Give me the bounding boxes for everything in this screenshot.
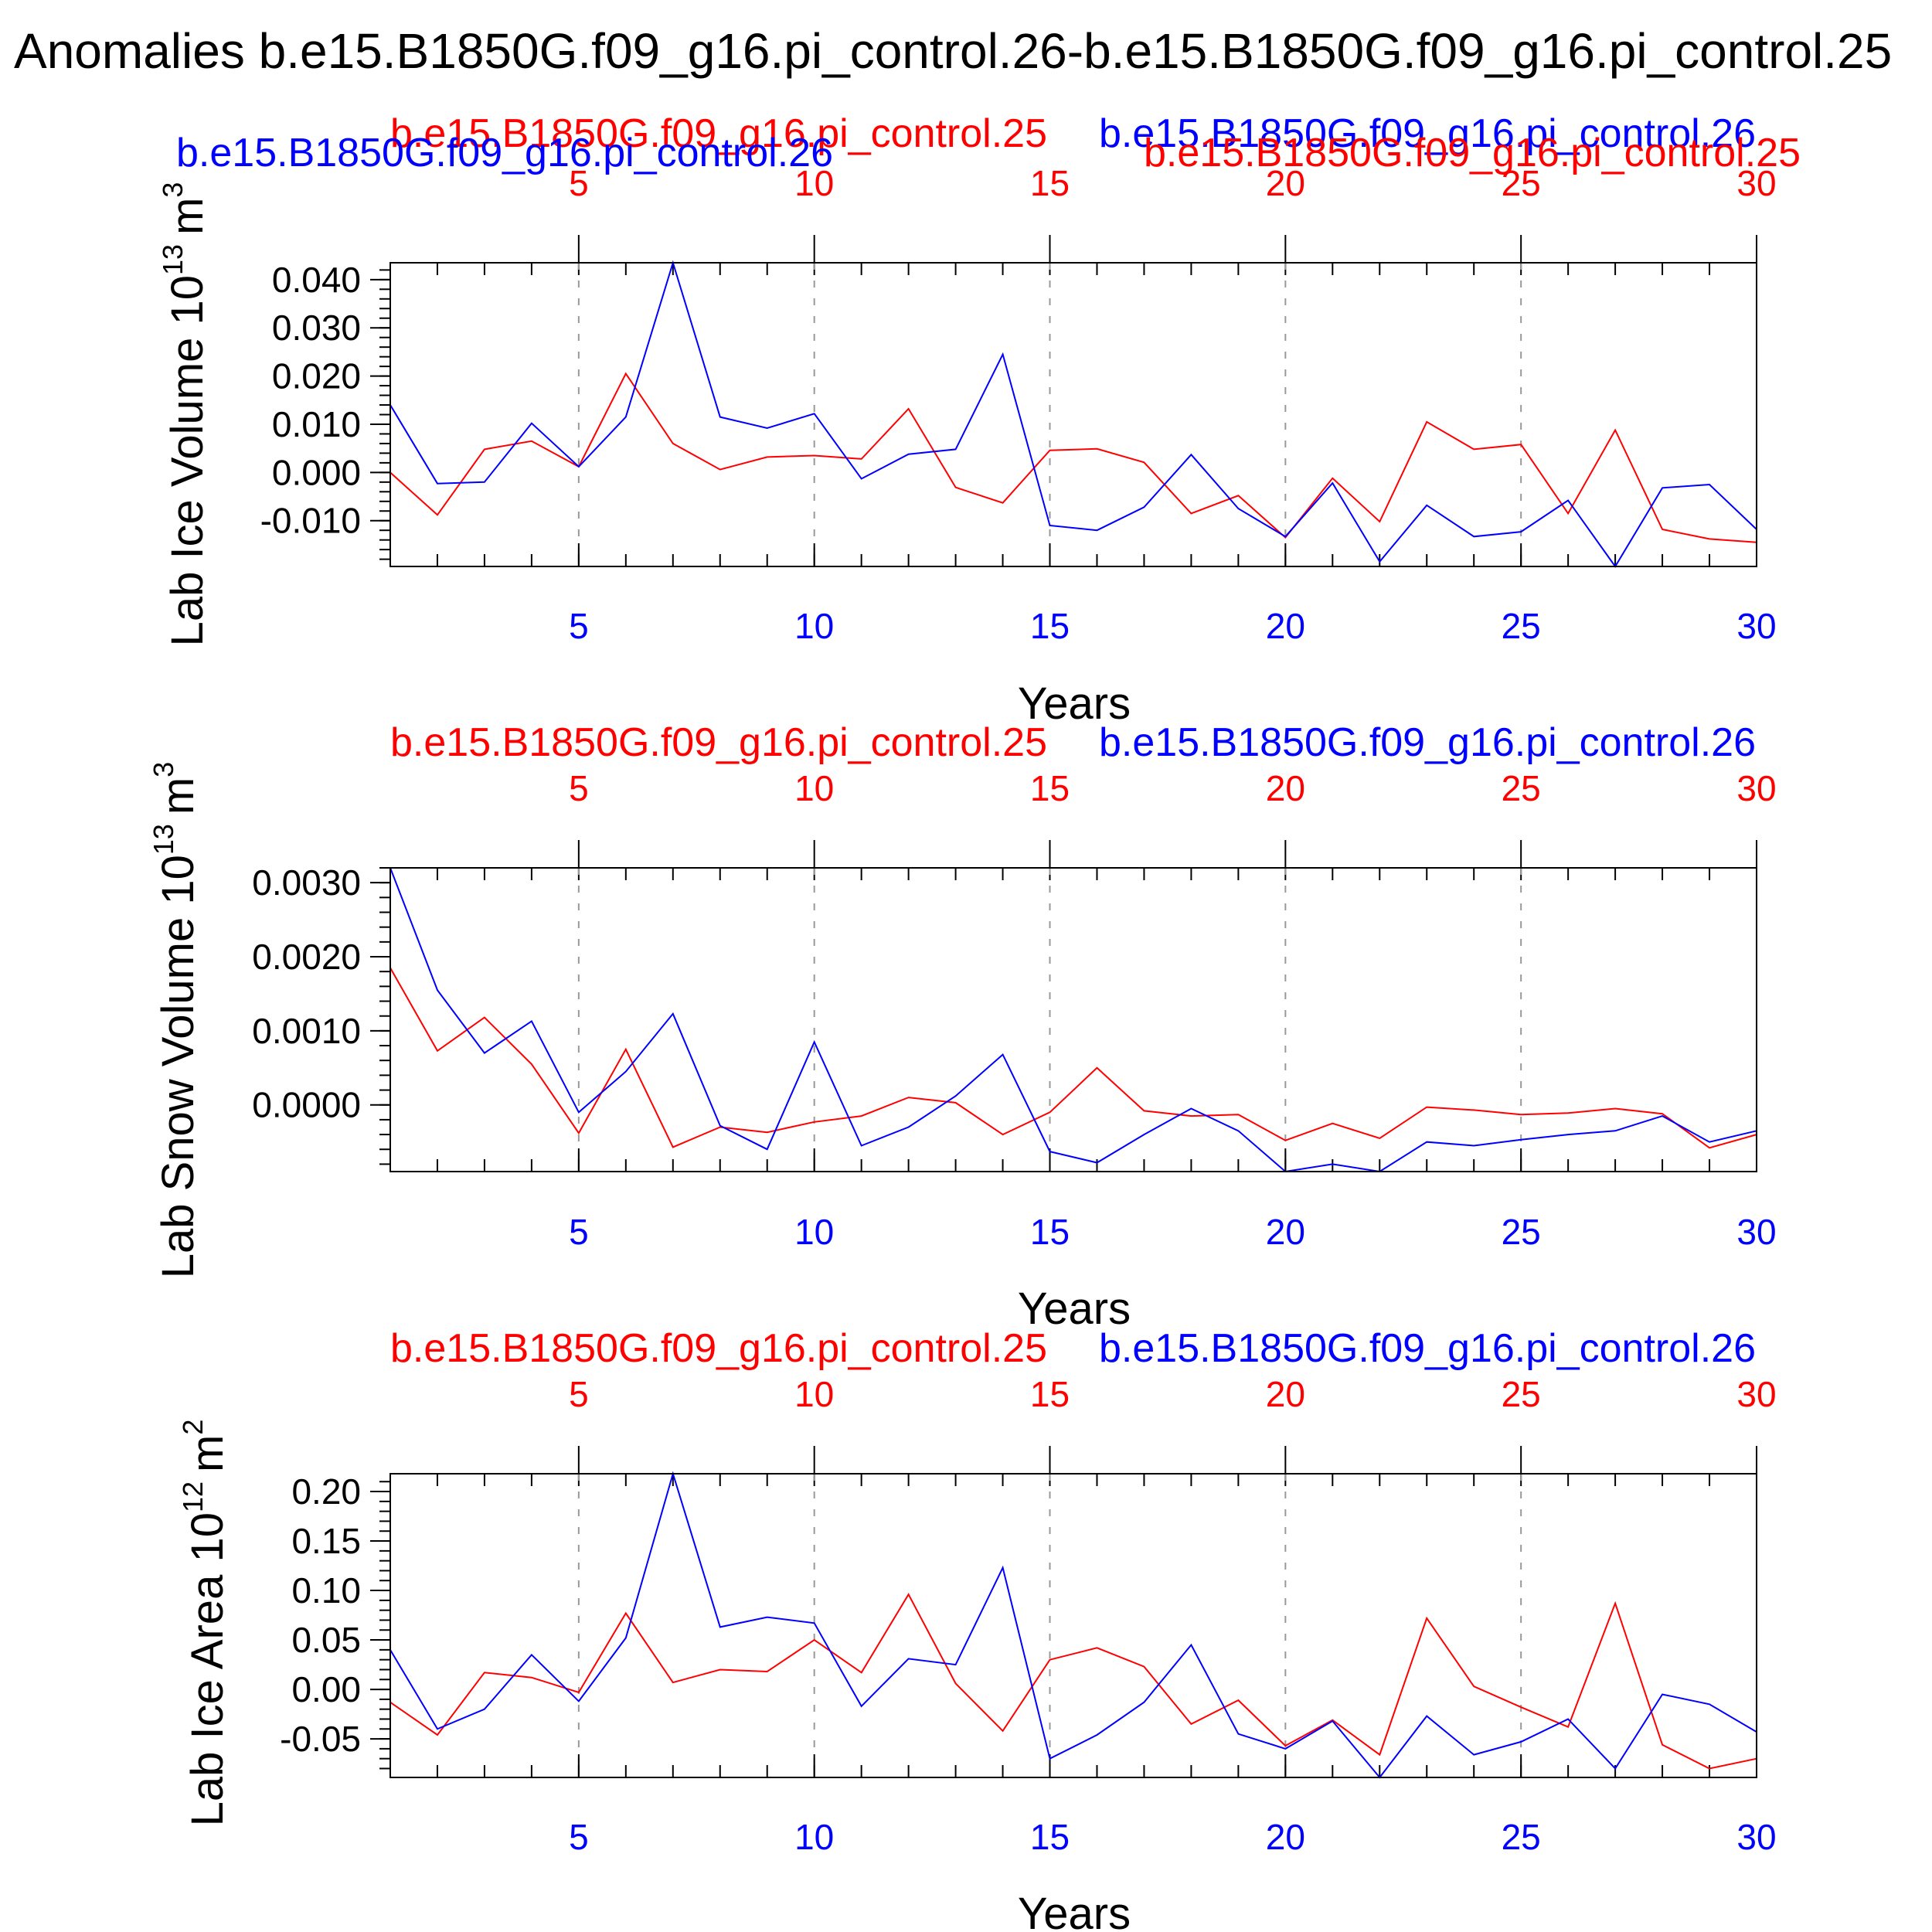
panel3-x-label: Years [1018, 1889, 1131, 1932]
x-tick-label-top: 10 [794, 163, 834, 203]
y-tick-label: -0.010 [260, 501, 361, 541]
panel1-bottom-tick-labels: 5 10 15 20 25 30 [569, 606, 1777, 646]
panel-snow-volume: b.e15.B1850G.f09_g16.pi_control.25 b.e15… [148, 720, 1777, 1334]
y-tick-label: 0.040 [272, 260, 361, 300]
y-tick-label: 0.20 [291, 1471, 361, 1512]
x-tick-label-top: 10 [794, 1374, 834, 1414]
x-tick-label-top: 30 [1736, 1374, 1776, 1414]
x-tick-label-bottom: 30 [1736, 1212, 1776, 1252]
x-tick-label-bottom: 5 [569, 1817, 589, 1857]
panel1-grid [370, 235, 1757, 566]
panel2-right-axis-name: b.e15.B1850G.f09_g16.pi_control.26 [1099, 720, 1756, 765]
panel1-top-axis-name-blue: b.e15.B1850G.f09_g16.pi_control.26 [176, 131, 833, 175]
x-tick-label-top: 15 [1030, 1374, 1070, 1414]
panel1-top-tick-labels: 5 10 15 20 25 30 [569, 163, 1777, 203]
y-tick-label: 0.15 [291, 1521, 361, 1561]
x-tick-label-bottom: 5 [569, 1212, 589, 1252]
y-tick-label: 0.10 [291, 1570, 361, 1611]
panel2-frame [389, 867, 1757, 1172]
panel2-top-axis-name: b.e15.B1850G.f09_g16.pi_control.25 [390, 720, 1047, 765]
x-tick-label-top: 5 [569, 768, 589, 808]
y-tick-label: 0.0000 [252, 1085, 361, 1125]
panel1-series [389, 260, 1757, 568]
panel3-bottom-tick-labels: 5 10 15 20 25 30 [569, 1817, 1777, 1857]
y-tick-label: 0.05 [291, 1620, 361, 1660]
panel1-right-axis-name-red: b.e15.B1850G.f09_g16.pi_control.25 [1144, 131, 1801, 175]
x-tick-label-top: 20 [1266, 768, 1305, 808]
x-tick-label-top: 30 [1736, 768, 1776, 808]
panel2-y-label: Lab Snow Volume 1013m3 [148, 762, 203, 1279]
panel1-y-tick-labels: -0.010 0.000 0.010 0.020 0.030 0.040 [260, 260, 361, 541]
panel1-right-axis-name-blue: b.e15.B1850G.f09_g16.pi_control.26 [1099, 111, 1756, 156]
y-tick-label: 0.010 [272, 404, 361, 444]
panel-ice-area: b.e15.B1850G.f09_g16.pi_control.25 b.e15… [177, 1326, 1777, 1932]
x-tick-label-bottom: 25 [1502, 606, 1541, 646]
x-tick-label-bottom: 20 [1266, 1212, 1305, 1252]
x-tick-label-top: 25 [1502, 768, 1541, 808]
x-tick-label-bottom: 25 [1502, 1817, 1541, 1857]
panel3-right-axis-name: b.e15.B1850G.f09_g16.pi_control.26 [1099, 1326, 1756, 1371]
panel1-y-label: Lab Ice Volume 1013m3 [157, 182, 213, 647]
figure-title: Anomalies b.e15.B1850G.f09_g16.pi_contro… [14, 23, 1892, 79]
x-tick-label-top: 15 [1030, 163, 1070, 203]
x-tick-label-bottom: 10 [794, 606, 834, 646]
panel1-top-axis-name-red: b.e15.B1850G.f09_g16.pi_control.25 [390, 111, 1047, 156]
x-tick-label-bottom: 30 [1736, 1817, 1776, 1857]
y-tick-label: 0.030 [272, 308, 361, 348]
panel2-y-tick-labels: 0.0000 0.0010 0.0020 0.0030 [252, 862, 361, 1125]
x-tick-label-top: 15 [1030, 768, 1070, 808]
x-tick-label-top: 25 [1502, 1374, 1541, 1414]
y-tick-label: 0.000 [272, 452, 361, 492]
x-tick-label-top: 10 [794, 768, 834, 808]
y-tick-label: 0.00 [291, 1669, 361, 1709]
x-tick-label-top: 30 [1736, 163, 1776, 203]
series-line-control-26 [389, 867, 1757, 1173]
x-tick-label-top: 20 [1266, 1374, 1305, 1414]
panel3-frame [389, 1473, 1757, 1778]
x-tick-label-top: 5 [569, 163, 589, 203]
panel3-top-tick-labels: 5 10 15 20 25 30 [569, 1374, 1777, 1414]
x-tick-label-bottom: 10 [794, 1817, 834, 1857]
panel1-x-label: Years [1018, 679, 1131, 729]
y-tick-label: 0.0030 [252, 862, 361, 903]
y-tick-label: -0.05 [280, 1719, 361, 1759]
panel3-y-label: Lab Ice Area 1012m2 [177, 1420, 233, 1827]
panel3-series [389, 1471, 1757, 1779]
x-tick-label-bottom: 20 [1266, 606, 1305, 646]
panel-ice-volume: b.e15.B1850G.f09_g16.pi_control.25 b.e15… [157, 111, 1801, 729]
panel3-y-tick-labels: -0.05 0.00 0.05 0.10 0.15 0.20 [280, 1471, 361, 1759]
x-tick-label-top: 5 [569, 1374, 589, 1414]
y-tick-label: 0.0020 [252, 937, 361, 977]
x-tick-label-bottom: 15 [1030, 606, 1070, 646]
y-tick-label: 0.020 [272, 356, 361, 396]
series-line-control-25 [389, 967, 1757, 1149]
series-line-control-25 [389, 1593, 1757, 1770]
panel2-x-label: Years [1018, 1284, 1131, 1334]
x-tick-label-bottom: 15 [1030, 1212, 1070, 1252]
panel2-series [389, 867, 1757, 1173]
x-tick-label-bottom: 30 [1736, 606, 1776, 646]
x-tick-label-bottom: 15 [1030, 1817, 1070, 1857]
x-tick-label-bottom: 20 [1266, 1817, 1305, 1857]
panel3-top-axis-name: b.e15.B1850G.f09_g16.pi_control.25 [390, 1326, 1047, 1371]
x-tick-label-bottom: 5 [569, 606, 589, 646]
panel2-top-tick-labels: 5 10 15 20 25 30 [569, 768, 1777, 808]
series-line-control-25 [389, 372, 1757, 543]
series-line-control-26 [389, 260, 1757, 568]
panel1-frame [389, 262, 1757, 567]
series-line-control-26 [389, 1471, 1757, 1779]
y-tick-label: 0.0010 [252, 1011, 361, 1051]
x-tick-label-top: 20 [1266, 163, 1305, 203]
x-tick-label-bottom: 25 [1502, 1212, 1541, 1252]
x-tick-label-bottom: 10 [794, 1212, 834, 1252]
panel2-bottom-tick-labels: 5 10 15 20 25 30 [569, 1212, 1777, 1252]
x-tick-label-top: 25 [1502, 163, 1541, 203]
